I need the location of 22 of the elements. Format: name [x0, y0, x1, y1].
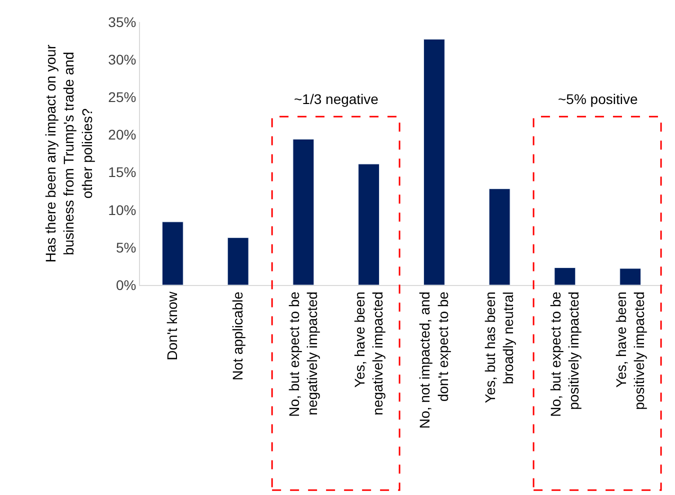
x-tick-label: Don't know: [164, 290, 180, 360]
y-tick-label: 25%: [108, 89, 136, 106]
y-tick-label: 15%: [108, 164, 136, 180]
bar: [292, 138, 314, 285]
bar: [227, 237, 249, 285]
y-tick-label: 20%: [108, 126, 136, 143]
y-tick-label: 35%: [108, 14, 136, 30]
bar: [554, 267, 576, 285]
bar: [620, 268, 642, 285]
y-tick-label: 0%: [116, 276, 136, 293]
bar: [358, 164, 380, 285]
bar: [162, 222, 184, 285]
x-tick-label: Not applicable: [230, 291, 246, 380]
y-tick-label: 10%: [108, 202, 136, 218]
x-tick-label: No, but expect to be negatively impacted: [286, 291, 320, 417]
bar: [423, 39, 445, 285]
bar: [488, 188, 510, 285]
y-tick-label: 30%: [108, 51, 136, 68]
y-tick-label: 5%: [116, 239, 136, 256]
y-axis-title: Has there been any impact on your business from Trump's trade and other policies?: [42, 44, 95, 262]
annotation: ~5% positive: [558, 91, 638, 107]
annotation: ~1/3 negative: [294, 91, 379, 107]
